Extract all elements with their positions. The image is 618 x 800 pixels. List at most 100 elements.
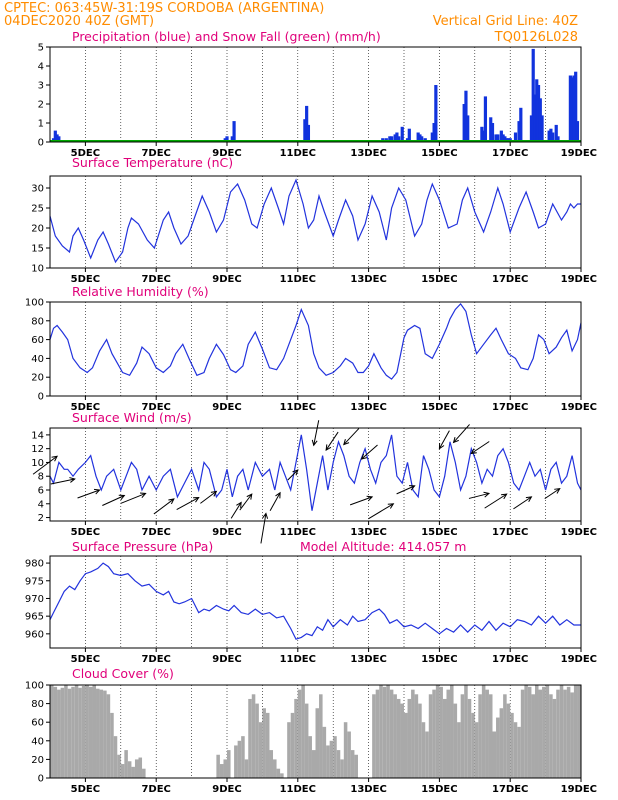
cloud-bar — [216, 754, 220, 778]
precip-bar — [499, 130, 503, 142]
wind-arrow — [452, 424, 470, 444]
wind-arrow-shaft — [313, 420, 320, 446]
precip-bar — [568, 75, 572, 142]
cloud-bar — [124, 750, 128, 778]
cloud-bar — [57, 689, 61, 778]
rh-y-tick-label: 20 — [31, 373, 44, 384]
precip-bar — [503, 136, 507, 142]
cloud-bar — [53, 686, 58, 778]
cloud-x-tick-label: 5DEC — [71, 784, 100, 795]
cloud-bar — [134, 759, 139, 778]
cloud-bar — [435, 685, 440, 778]
cloud-bar — [542, 686, 546, 778]
cloud-bar — [96, 688, 100, 778]
pressure-x-tick-label: 7DEC — [141, 654, 170, 665]
wind-arrow-head — [366, 495, 374, 502]
wind-arrow-head — [409, 485, 416, 491]
rh-series-line — [49, 302, 582, 380]
precip-bar — [418, 134, 422, 142]
precip-x-tick-label: 5DEC — [71, 148, 100, 159]
wind-arrow — [468, 491, 491, 499]
cloud-bar — [276, 768, 281, 778]
cloud-bar — [382, 686, 387, 778]
cloud-y-tick-label: 100 — [25, 681, 44, 692]
precip-y-tick-label: 3 — [38, 81, 44, 92]
wind-arrow-head — [483, 491, 491, 498]
wind-arrow — [176, 497, 200, 511]
cloud-bar — [92, 685, 97, 778]
precip-bar — [551, 132, 555, 142]
cloud-bar — [556, 689, 560, 778]
cloud-bar — [117, 754, 121, 778]
precip-x-tick-label: 17DEC — [492, 148, 528, 159]
cloud-bar — [110, 712, 114, 778]
cloud-bar — [464, 685, 468, 778]
cloud-bar — [237, 740, 242, 778]
temp-y-tick-label: 10 — [31, 264, 44, 275]
precip-bar — [494, 134, 498, 142]
wind-arrow-shaft — [361, 444, 378, 460]
cloud-panel: 0 20 40 60 80 100 5DEC 7DEC 9DEC 11DEC 13DEC 15DEC 1… — [25, 681, 597, 796]
precip-bar — [496, 134, 500, 142]
precip-bar — [420, 136, 424, 142]
wind-x-tick-label: 7DEC — [141, 527, 170, 538]
cloud-bar — [460, 694, 465, 778]
precip-bar — [480, 126, 484, 142]
precip-y-tick-label: 4 — [38, 62, 44, 73]
cloud-bar — [393, 694, 397, 778]
wind-x-tick-label: 15DEC — [421, 527, 457, 538]
cloud-bar — [372, 694, 376, 778]
cloud-bar — [396, 698, 401, 778]
cloud-bar — [453, 703, 458, 778]
precip-bar — [575, 121, 580, 142]
cloud-bar — [450, 685, 454, 778]
temp-x-tick-label: 19DEC — [561, 274, 597, 285]
cloud-bar — [503, 694, 507, 778]
cloud-bar — [404, 712, 408, 778]
pressure-x-tick-label: 17DEC — [492, 654, 528, 665]
cloud-x-tick-label: 19DEC — [561, 784, 597, 795]
precip-bar — [517, 121, 521, 142]
precip-bar — [535, 79, 539, 142]
precip-y-tick-label: 2 — [38, 100, 44, 111]
wind-arrow — [77, 488, 101, 499]
pressure-panel: 960 965 970 975 980 5DEC 7DEC 9DEC 11DEC 13DEC 15D… — [25, 555, 597, 665]
header-run-time: 04DEC2020 40Z (GMT) — [4, 14, 154, 29]
cloud-bar — [418, 703, 422, 778]
precip-bar — [554, 124, 558, 142]
cloud-bar — [411, 689, 415, 778]
precip-bar — [538, 98, 542, 142]
cloud-bar — [481, 685, 486, 778]
pressure-x-tick-label: 5DEC — [71, 654, 100, 665]
cloud-bar — [471, 712, 475, 778]
cloud-bar — [531, 694, 535, 778]
wind-arrow-shaft — [269, 492, 281, 511]
rh-y-tick-label: 60 — [31, 335, 44, 346]
cloud-bar — [563, 689, 567, 778]
precip-x-tick-label: 13DEC — [350, 148, 386, 159]
wind-y-tick-label: 12 — [31, 444, 44, 455]
rh-y-tick-label: 40 — [31, 354, 44, 365]
cloud-x-tick-label: 9DEC — [212, 784, 241, 795]
precip-bar — [547, 130, 551, 142]
cloud-bar — [474, 722, 479, 778]
cloud-bar — [50, 685, 54, 778]
wind-arrow-head — [51, 455, 58, 462]
cloud-y-tick-label: 0 — [38, 774, 44, 785]
wind-x-tick-label: 19DEC — [561, 527, 597, 538]
precip-bar — [556, 136, 560, 142]
temp-x-tick-label: 17DEC — [492, 274, 528, 285]
wind-arrow — [32, 455, 58, 475]
cloud-bar — [234, 745, 238, 778]
wind-arrow-head — [554, 488, 561, 494]
cloud-bar — [301, 685, 305, 778]
cloud-bar — [485, 689, 489, 778]
cloud-bar — [488, 694, 493, 778]
precip-bar — [230, 136, 234, 142]
wind-arrow-shaft — [287, 469, 299, 481]
cloud-bar — [549, 694, 553, 778]
precip-bar — [400, 126, 404, 142]
cloud-bar — [142, 768, 146, 778]
wind-arrow-head — [236, 501, 242, 509]
cloud-bar — [577, 685, 581, 778]
